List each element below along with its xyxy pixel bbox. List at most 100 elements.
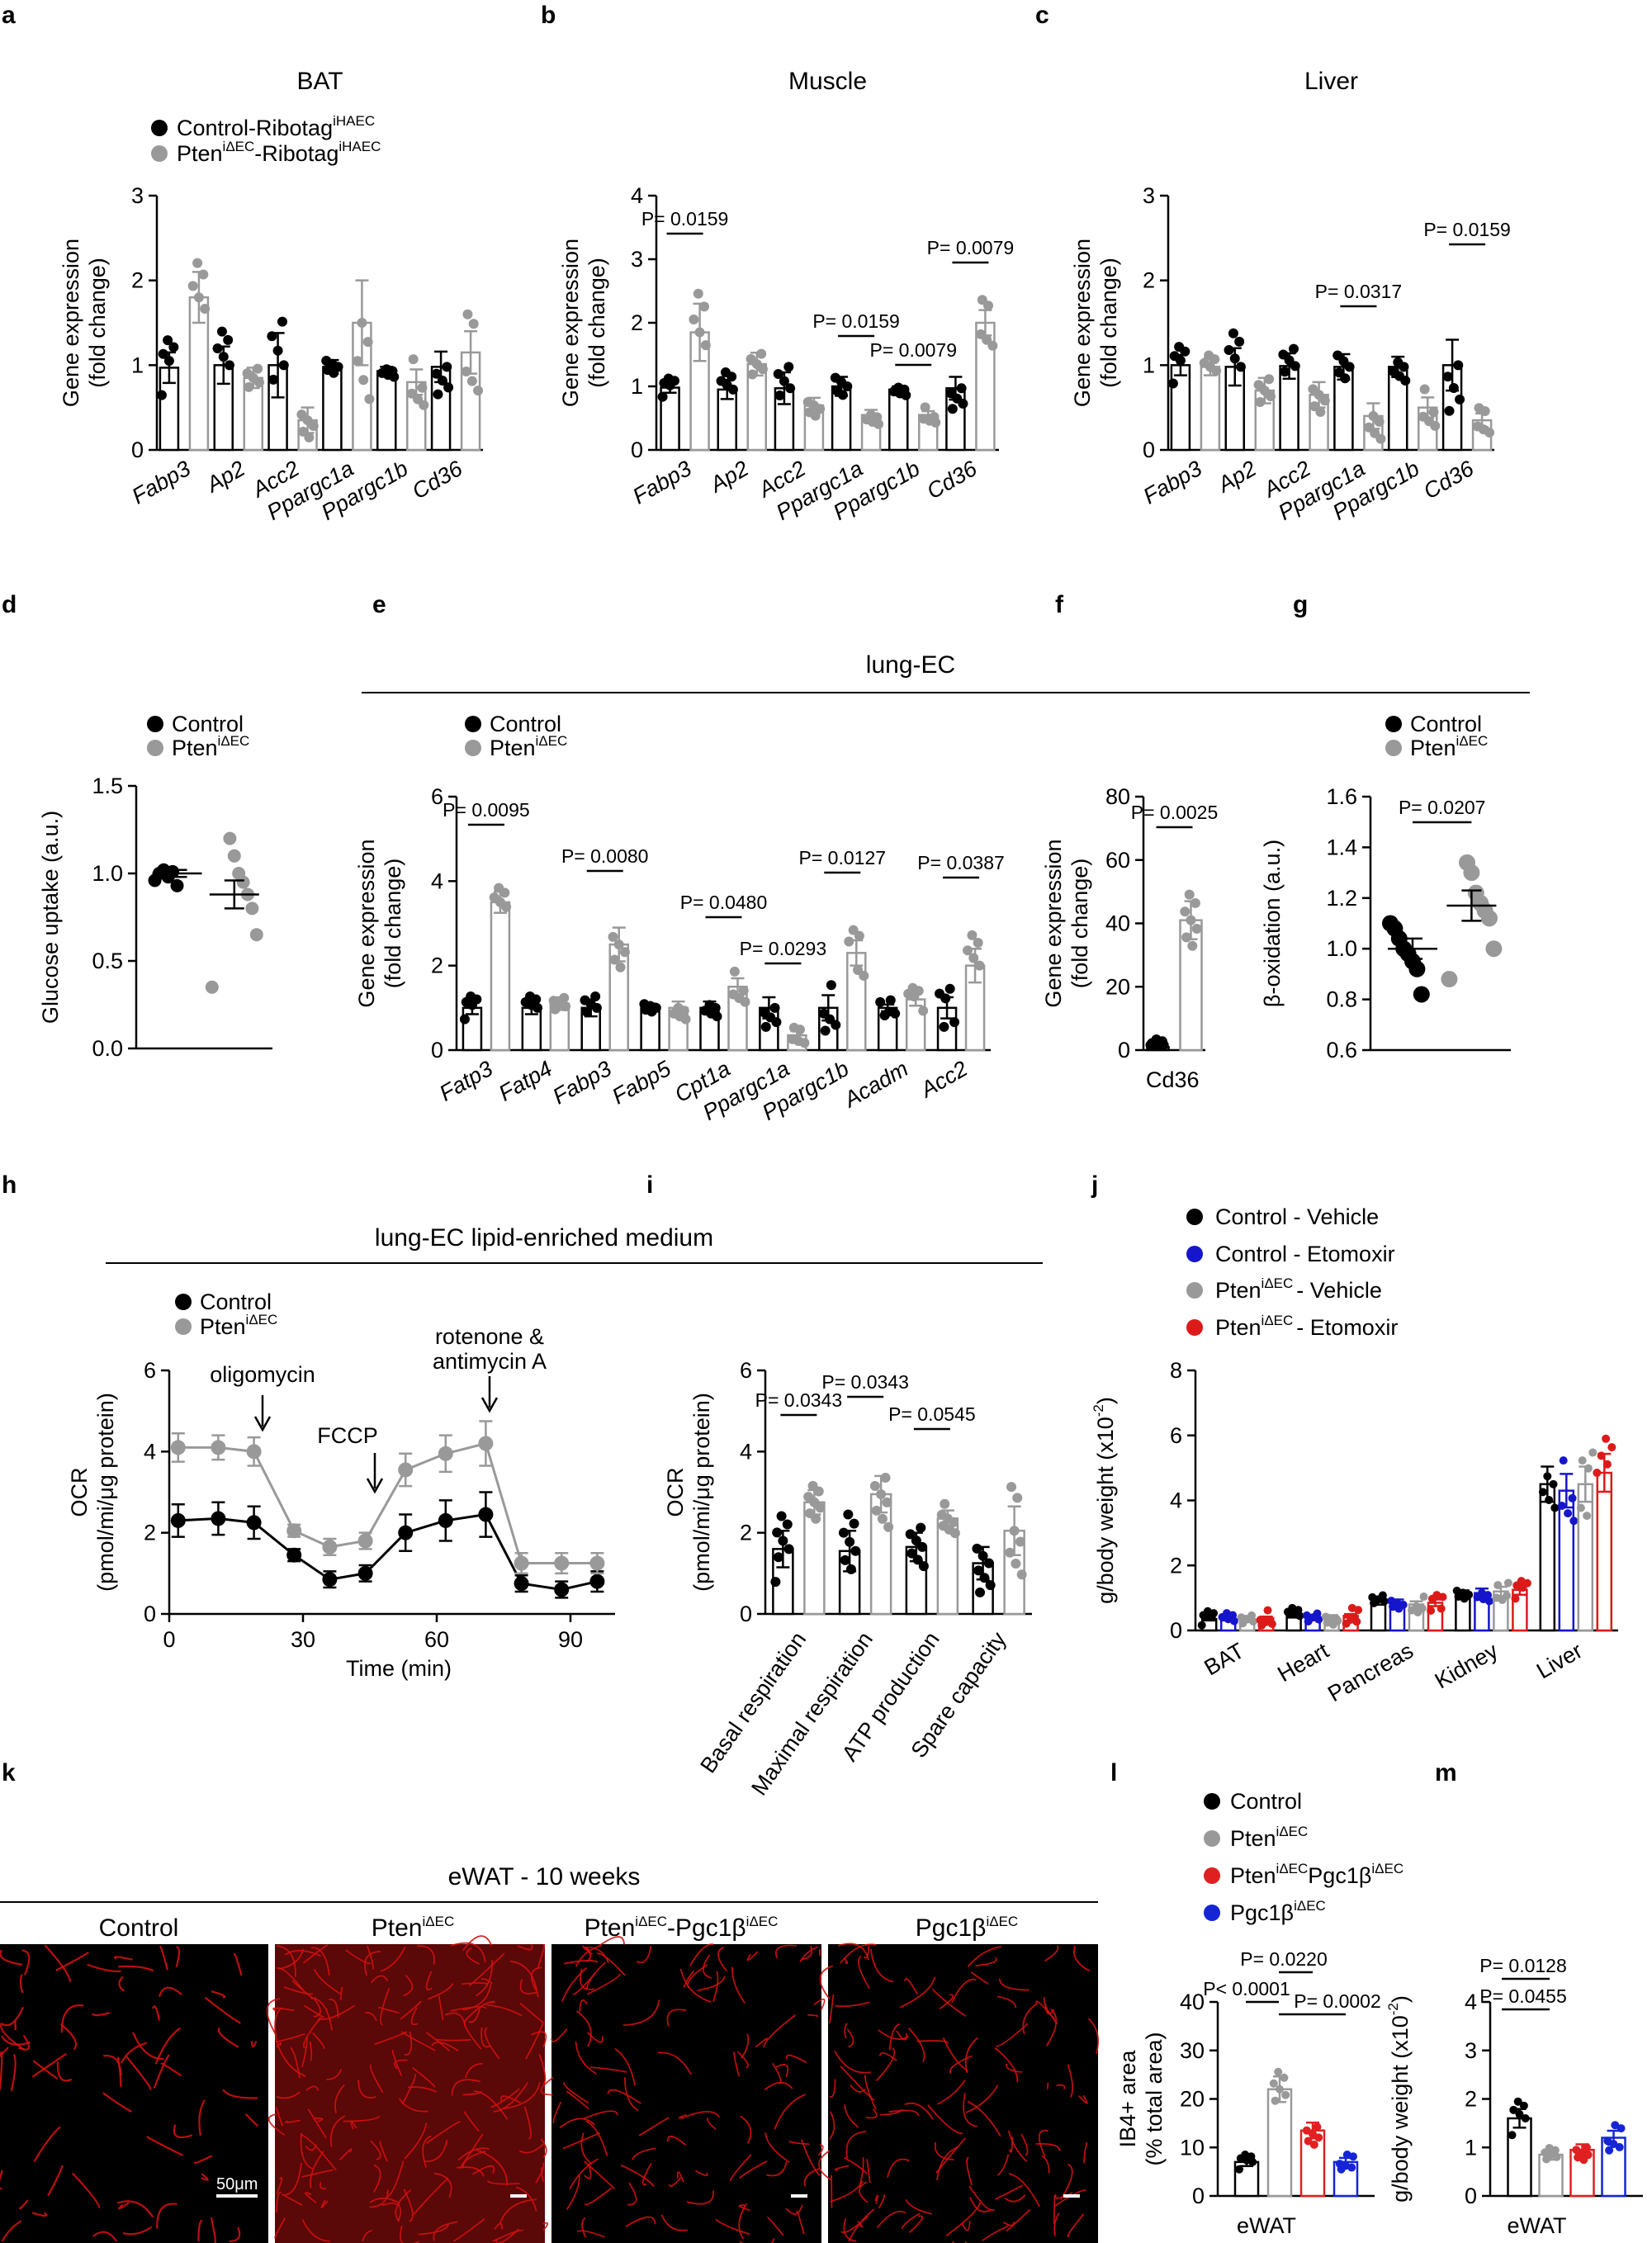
d-point (236, 875, 250, 889)
e-ylabel2: (fold change) (381, 859, 405, 989)
vessel (717, 1946, 727, 1972)
e-point (561, 1001, 571, 1012)
h-point (478, 1436, 494, 1451)
vessel (486, 2180, 520, 2185)
chart-e: 0 2 4 6 Gene expression (fold change) Fatp3Fat… (354, 784, 1005, 1125)
c-point (1455, 394, 1465, 405)
legend-l: Control PteniΔEC PteniΔECPgc1βiΔEC Pgc1β… (1204, 1789, 1403, 1925)
e-point (794, 1024, 805, 1035)
vessel (582, 1946, 594, 1955)
legend-j-l2: Control - Etomoxir (1215, 1242, 1395, 1266)
j-point (1557, 1501, 1566, 1510)
vessel (540, 2076, 554, 2096)
f-point (1191, 924, 1202, 935)
c-point (1280, 367, 1290, 377)
vessel (1, 2220, 22, 2242)
vessel (998, 1978, 1030, 1991)
e-point (738, 985, 749, 996)
vessel (395, 2189, 412, 2222)
image-label-3: PteniΔEC-Pgc1βiΔEC (585, 1914, 779, 1942)
vessel (450, 1942, 486, 1963)
i-point (940, 1498, 950, 1509)
vessel (357, 2080, 376, 2099)
vessel (378, 2006, 400, 2014)
i-pvalue: P= 0.0343 (755, 1389, 843, 1411)
l-y-tick-label: 10 (1180, 2135, 1205, 2160)
j-point (1543, 1472, 1552, 1481)
vessel (785, 2204, 803, 2215)
i-point (869, 1481, 880, 1492)
vessel (222, 2089, 258, 2099)
image-label-1: Control (99, 1914, 179, 1942)
legend-e: Control PteniΔEC (465, 712, 567, 760)
vessel (408, 2086, 438, 2093)
e-point (820, 1025, 831, 1036)
vessel (118, 2202, 130, 2210)
vessel (229, 2226, 241, 2243)
vessel (795, 2210, 805, 2235)
legend-l-l1: Control (1230, 1789, 1302, 1814)
b-category-label: Cd36 (923, 456, 982, 504)
b-point (873, 419, 884, 429)
m-point (1521, 2114, 1530, 2122)
vessel (945, 2201, 982, 2237)
j-point (1354, 1606, 1363, 1615)
b-point (700, 340, 711, 351)
b-point (837, 390, 848, 400)
vessel (850, 2084, 866, 2093)
j-point (1314, 1615, 1323, 1624)
d-point (166, 864, 180, 878)
vessel (908, 2215, 924, 2234)
vessel (118, 1965, 154, 1972)
i-y-tick-label: 0 (740, 1602, 752, 1626)
vessel (848, 2208, 875, 2242)
h-x-tick-label: 90 (558, 1627, 583, 1652)
legend-g: Control PteniΔEC (1385, 712, 1488, 760)
c-point (1255, 396, 1266, 407)
i-point (811, 1513, 821, 1524)
i-point (1012, 1493, 1023, 1503)
vessel (0, 1949, 23, 1966)
vessel (1073, 1945, 1091, 1972)
vessel (275, 2107, 283, 2127)
vessel (1053, 2212, 1060, 2236)
h-point (211, 1440, 226, 1455)
c-category-label: Fabp3 (1139, 456, 1206, 509)
m-bar (1507, 2117, 1532, 2198)
vessel (468, 2006, 481, 2023)
h-point (246, 1444, 262, 1460)
l-point (1271, 2096, 1280, 2105)
j-point (1427, 1594, 1437, 1603)
panel-letter-j: j (1091, 1171, 1098, 1199)
legend-g-pten-marker (1385, 740, 1402, 756)
vessel (584, 2187, 613, 2206)
j-category-label: Heart (1273, 1638, 1333, 1687)
vessel (433, 2221, 458, 2241)
f-point (1181, 932, 1192, 943)
e-ylabel: Gene expression (354, 839, 379, 1007)
c-point (1374, 416, 1385, 427)
a-point (187, 281, 198, 291)
vessel (736, 2051, 749, 2069)
vessel (486, 2004, 523, 2017)
vessel (125, 2056, 152, 2091)
micrograph-4 (828, 1944, 1098, 2243)
vessel (1043, 1996, 1058, 2024)
e-point (499, 887, 510, 898)
j-y-tick-label: 4 (1170, 1488, 1182, 1513)
a-point (193, 292, 204, 303)
b-point (727, 384, 738, 395)
image-label-2: PteniΔEC (372, 1914, 454, 1942)
vessel (740, 2033, 750, 2059)
j-y-tick-label: 8 (1170, 1358, 1182, 1383)
b-point (657, 391, 668, 402)
vessel (305, 2192, 317, 2204)
vessel (32, 2060, 59, 2080)
vessel (0, 2023, 25, 2051)
j-point (1370, 1598, 1379, 1607)
legend-h: Control PteniΔEC (175, 1289, 277, 1339)
vessel (33, 2126, 61, 2163)
b-ylabel2: (fold change) (585, 258, 609, 388)
j-point (1380, 1597, 1389, 1606)
j-category-label: Pancreas (1323, 1638, 1418, 1706)
